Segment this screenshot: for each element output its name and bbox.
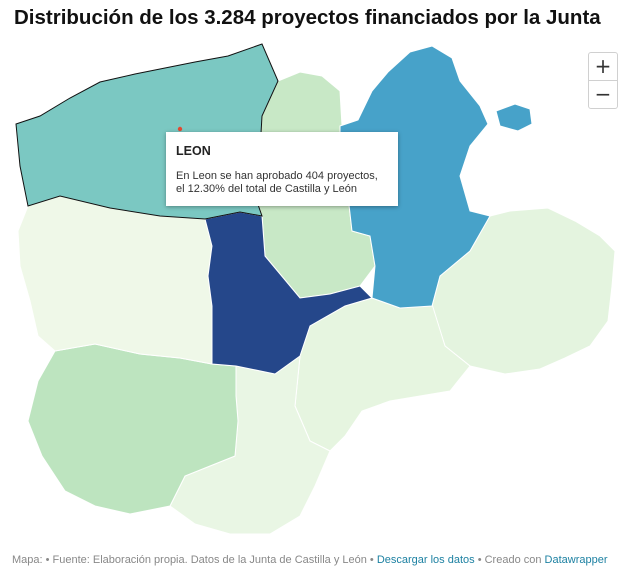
footer: Mapa: • Fuente: Elaboración propia. Dato… bbox=[12, 554, 608, 566]
tooltip-line-1: En Leon se han aprobado 404 proyectos, bbox=[176, 170, 378, 182]
location-marker bbox=[177, 126, 183, 132]
province-valladolid[interactable] bbox=[204, 211, 373, 375]
tooltip-title: LEON bbox=[176, 144, 211, 158]
tooltip-body: En Leon se han aprobado 404 proyectos, e… bbox=[176, 170, 388, 196]
map-tooltip: LEON En Leon se han aprobado 404 proyect… bbox=[166, 132, 398, 206]
zoom-in-button[interactable]: + bbox=[594, 54, 612, 78]
chart-title: Distribución de los 3.284 proyectos fina… bbox=[14, 6, 601, 29]
download-data-link[interactable]: Descargar los datos bbox=[376, 554, 475, 566]
footer-source: Mapa: • Fuente: Elaboración propia. Dato… bbox=[12, 554, 374, 566]
footer-created-with: • Creado con bbox=[477, 554, 542, 566]
province-burgos[interactable] bbox=[339, 45, 491, 309]
zoom-controls: + − bbox=[588, 52, 618, 109]
zoom-out-button[interactable]: − bbox=[589, 80, 617, 108]
datawrapper-link[interactable]: Datawrapper bbox=[544, 554, 608, 566]
province-zamora[interactable] bbox=[17, 195, 213, 365]
province-burgos-enclave[interactable] bbox=[495, 103, 533, 132]
tooltip-line-2: el 12.30% del total de Castilla y León bbox=[176, 183, 358, 195]
province-map bbox=[15, 43, 616, 535]
